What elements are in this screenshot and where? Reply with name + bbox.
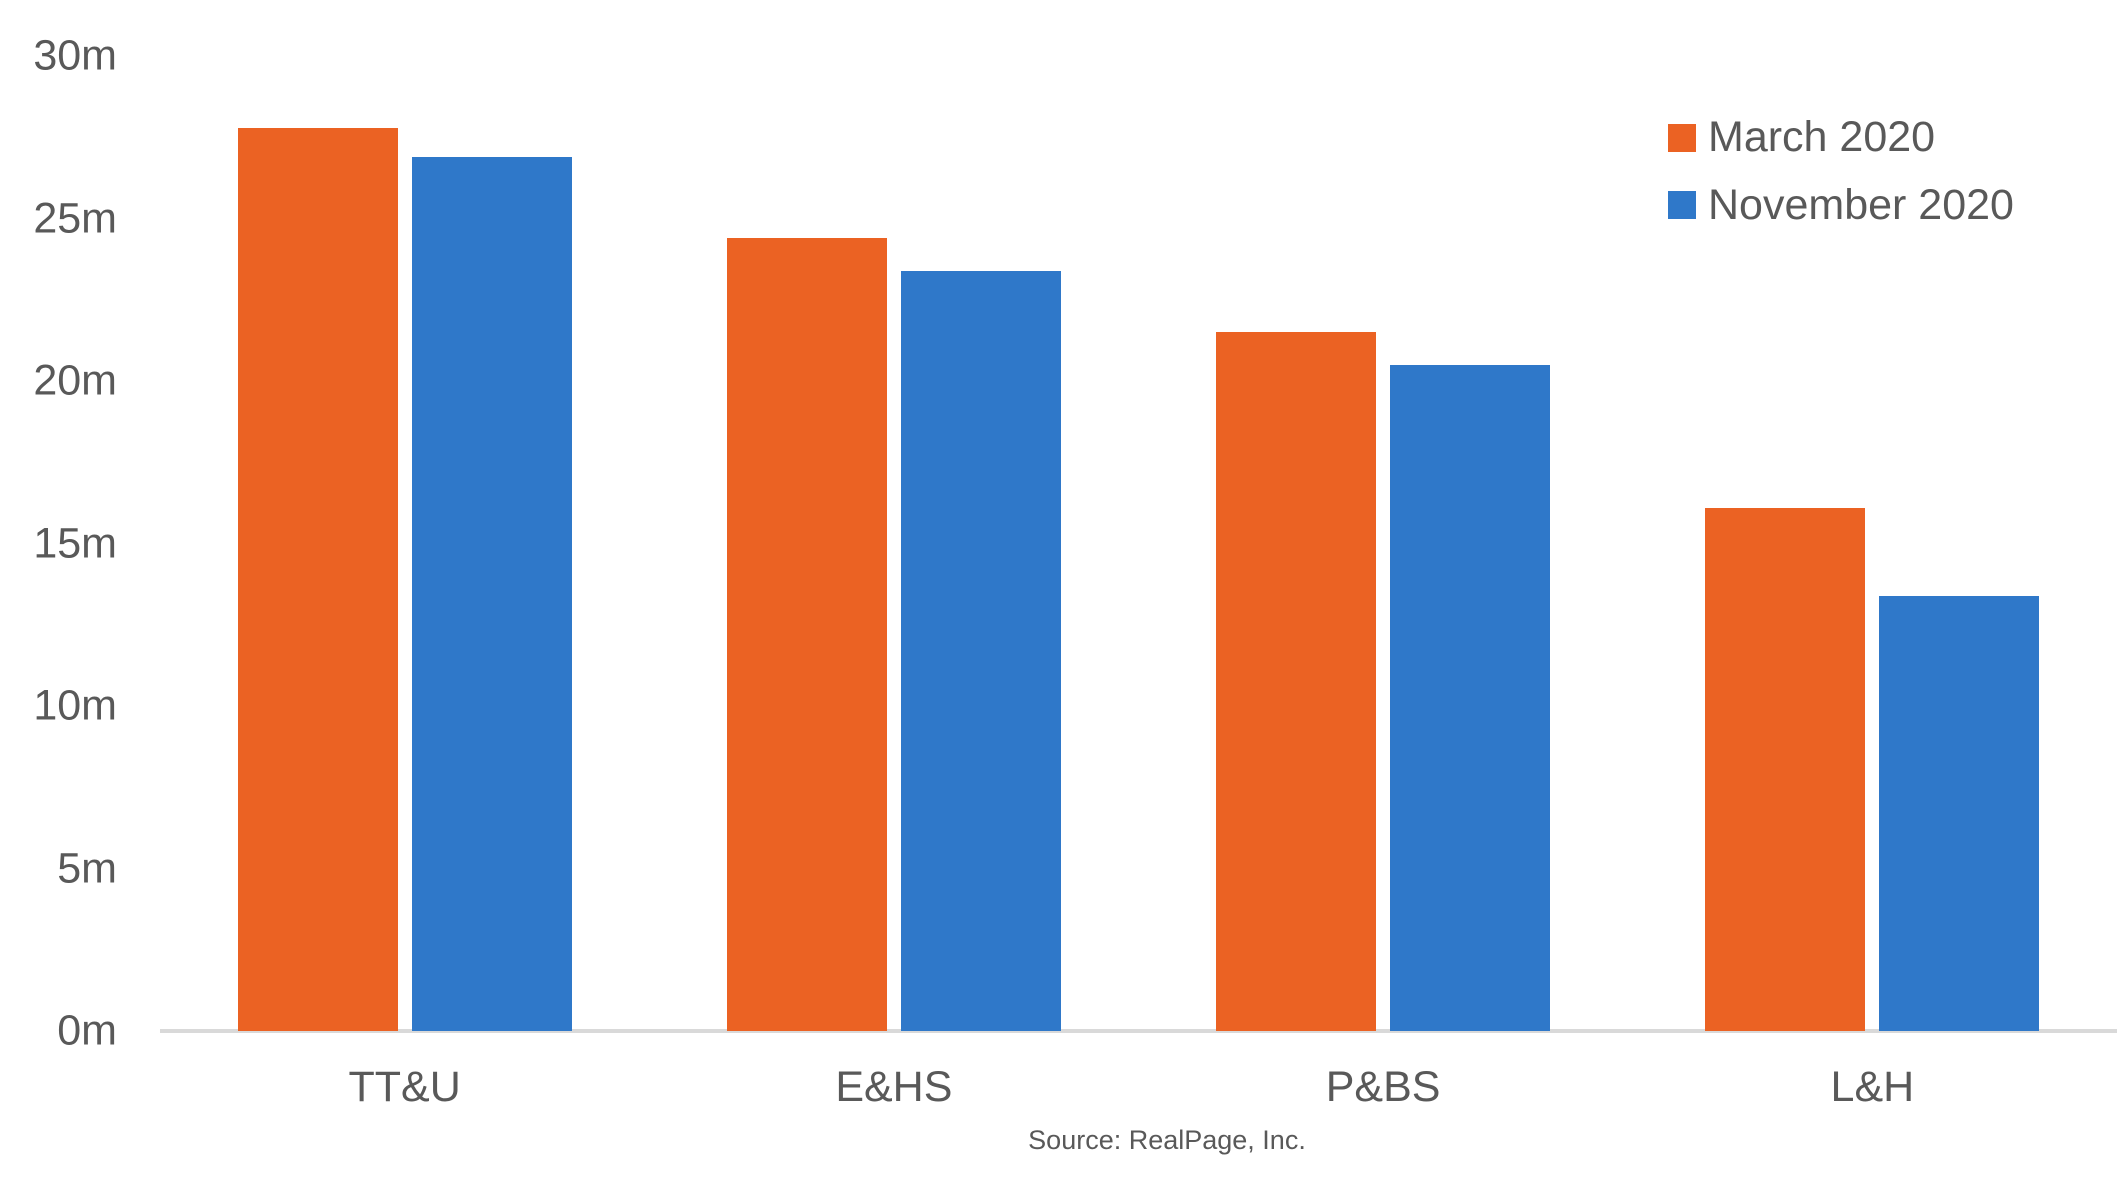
y-tick-label-5m: 5m — [57, 844, 117, 892]
legend: March 2020 November 2020 — [1668, 112, 2014, 247]
y-tick-label-20m: 20m — [33, 356, 117, 405]
legend-item-march-2020: March 2020 — [1668, 112, 2014, 164]
bar-november-2020-tt-u — [411, 156, 572, 1031]
source-note: Source: RealPage, Inc. — [1028, 1125, 1306, 1155]
y-tick-label-0m: 0m — [57, 1006, 117, 1055]
x-category-label-tt-u: TT&U — [348, 1063, 461, 1111]
bar-november-2020-l-h — [1879, 595, 2040, 1031]
bar-march-2020-p-bs — [1216, 332, 1377, 1031]
y-tick-label-30m: 30m — [33, 31, 117, 80]
legend-label: March 2020 — [1708, 113, 1936, 161]
x-axis-baseline — [160, 1029, 2117, 1033]
y-tick-label-25m: 25m — [33, 194, 117, 242]
y-tick-label-15m: 15m — [33, 519, 117, 567]
bar-november-2020-e-hs — [900, 270, 1061, 1031]
bar-march-2020-tt-u — [237, 127, 398, 1031]
legend-label: November 2020 — [1708, 180, 2014, 229]
x-category-label-e-hs: E&HS — [835, 1063, 953, 1111]
legend-swatch-icon — [1668, 191, 1696, 220]
y-tick-label-10m: 10m — [33, 681, 117, 730]
x-category-label-l-h: L&H — [1830, 1063, 1915, 1111]
bar-november-2020-p-bs — [1390, 364, 1551, 1031]
legend-item-november-2020: November 2020 — [1668, 180, 2014, 232]
bar-march-2020-e-hs — [726, 238, 887, 1031]
legend-swatch-icon — [1668, 123, 1696, 152]
x-category-label-p-bs: P&BS — [1325, 1063, 1441, 1111]
bar-march-2020-l-h — [1705, 507, 1866, 1031]
